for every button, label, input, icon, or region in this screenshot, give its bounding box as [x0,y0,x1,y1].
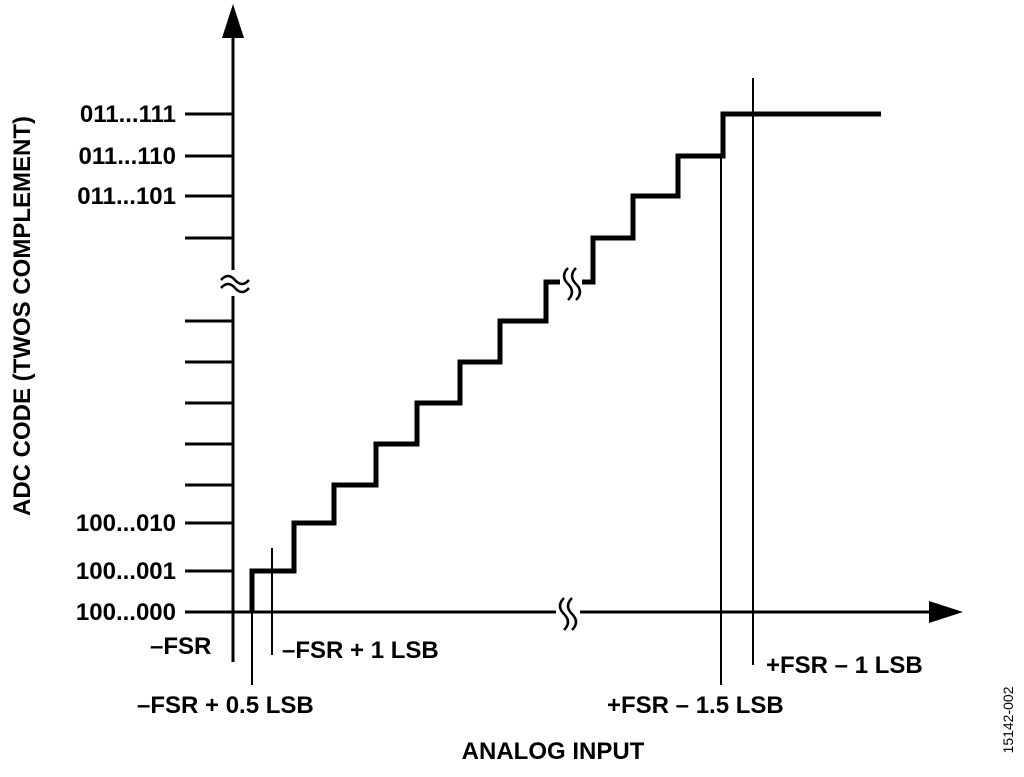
y-tick-label: 100...000 [76,599,176,626]
x-marker-label-minus-fsr-half-lsb: –FSR + 0.5 LSB [137,692,314,719]
x-axis-break-symbol [556,597,580,631]
y-axis-title: ADC CODE (TWOS COMPLEMENT) [9,116,36,516]
y-tick-label: 011...101 [77,183,176,210]
y-axis-break-symbol [220,270,250,296]
staircase-break-symbol [560,267,582,301]
x-marker-label-minus-fsr-1-lsb: –FSR + 1 LSB [282,637,439,664]
x-marker-label-plus-fsr-1-lsb: +FSR – 1 LSB [766,652,923,679]
x-marker-label-minus-fsr: –FSR [150,633,211,660]
y-tick-label: 011...111 [80,101,176,128]
y-ticks [185,112,233,573]
x-axis-arrowhead [929,601,963,623]
x-marker-label-plus-fsr-1-5-lsb: +FSR – 1.5 LSB [607,692,784,719]
transfer-staircase [249,111,881,612]
y-axis-arrowhead [222,4,244,38]
x-axis-title: ANALOG INPUT [462,738,645,765]
y-tick-label: 100...001 [76,558,176,585]
figure-id: 15142-002 [1000,686,1016,753]
y-tick-label: 011...110 [79,143,176,170]
y-tick-label: 100...010 [76,510,176,537]
